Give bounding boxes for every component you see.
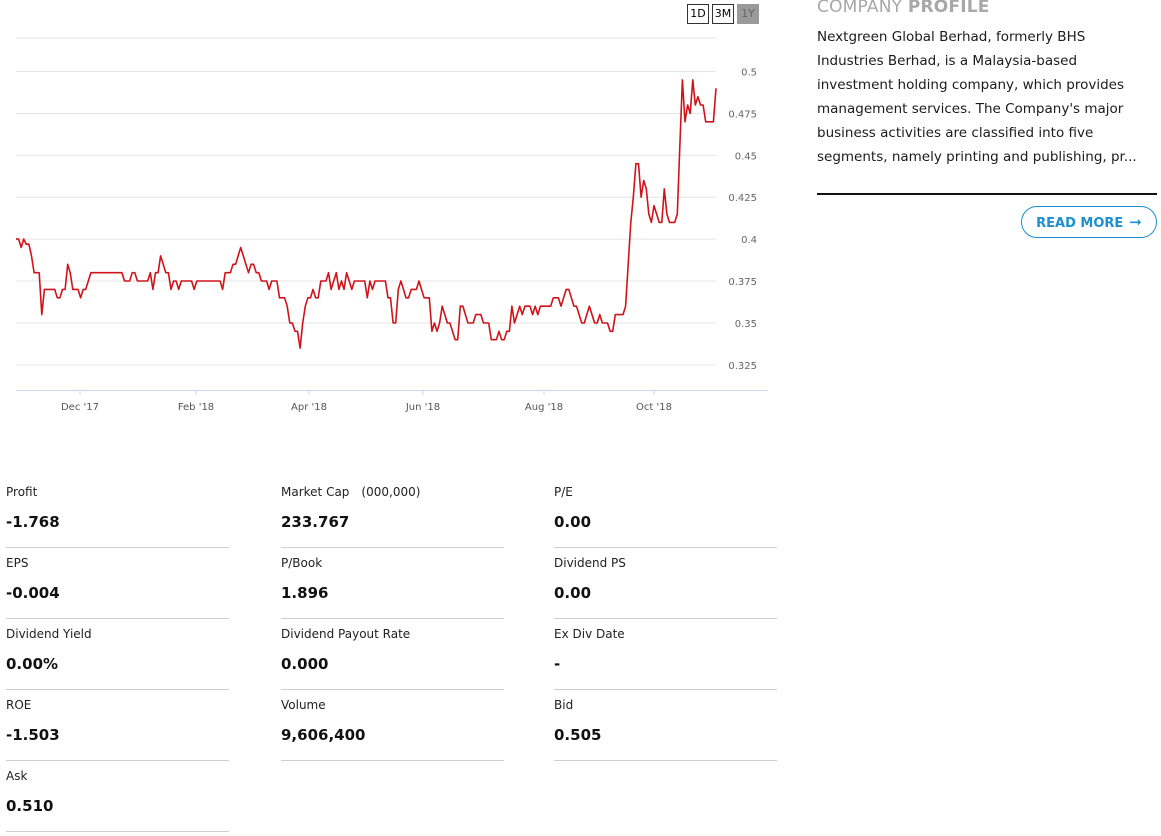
x-tick-label: Jun '18	[405, 402, 440, 413]
price-line	[16, 79, 717, 349]
profile-title-light: COMPANY	[817, 0, 903, 17]
x-tick-label: Apr '18	[291, 402, 327, 413]
stat-label: ROE	[6, 698, 32, 712]
stat-label-text: Market Cap	[281, 485, 350, 499]
divider	[281, 689, 504, 690]
divider	[6, 831, 229, 832]
stat-value: 233.767	[281, 513, 350, 531]
stat-eps: EPS -0.004	[6, 551, 229, 622]
divider	[6, 547, 229, 548]
y-axis-ticks: 0.325 0.35 0.375 0.4 0.425 0.45 0.475 0.5	[728, 68, 757, 372]
stat-unit: (000,000)	[361, 485, 421, 499]
stat-label: P/E	[554, 485, 573, 499]
stat-ask: Ask 0.510	[6, 764, 229, 835]
stat-value: -	[554, 655, 561, 673]
stat-label: Ex Div Date	[554, 627, 625, 641]
stat-pe: P/E 0.00	[554, 480, 777, 551]
stat-value: 0.00%	[6, 655, 59, 673]
stat-label: P/Book	[281, 556, 323, 570]
divider	[281, 547, 504, 548]
x-tick-label: Dec '17	[61, 402, 99, 413]
price-series	[16, 79, 717, 349]
stat-value: 0.510	[6, 797, 54, 815]
stat-label: Market Cap (000,000)	[281, 485, 420, 499]
stat-label: Dividend Yield	[6, 627, 92, 641]
range-selector: 1D 3M 1Y	[687, 4, 759, 24]
stat-value: 0.505	[554, 726, 602, 744]
x-tick-label: Oct '18	[636, 402, 672, 413]
range-1y-button[interactable]: 1Y	[737, 4, 759, 24]
stat-market-cap: Market Cap (000,000) 233.767	[281, 480, 504, 551]
stat-value: 0.000	[281, 655, 329, 673]
stat-label: EPS	[6, 556, 29, 570]
stat-dividend-ps: Dividend PS 0.00	[554, 551, 777, 622]
divider	[554, 618, 777, 619]
divider	[554, 689, 777, 690]
arrow-right-icon: ➞	[1129, 213, 1142, 231]
stat-label: Ask	[6, 769, 28, 783]
stat-value: 1.896	[281, 584, 329, 602]
divider	[281, 618, 504, 619]
y-tick-label: 0.375	[728, 277, 757, 288]
stat-label: Dividend Payout Rate	[281, 627, 411, 641]
stat-dividend-yield: Dividend Yield 0.00%	[6, 622, 229, 693]
stat-p-book: P/Book 1.896	[281, 551, 504, 622]
divider	[281, 760, 504, 761]
divider	[6, 760, 229, 761]
stat-dividend-payout-rate: Dividend Payout Rate 0.000	[281, 622, 504, 693]
profile-title: COMPANY PROFILE	[817, 0, 1157, 17]
stat-value: -0.004	[6, 584, 60, 602]
stat-bid: Bid 0.505	[554, 693, 777, 764]
x-axis-ticks: Dec '17 Feb '18 Apr '18 Jun '18 Aug '18 Oct '…	[61, 390, 672, 413]
stat-volume: Volume 9,606,400	[281, 693, 504, 764]
stat-label: Volume	[281, 698, 326, 712]
range-1d-button[interactable]: 1D	[687, 4, 709, 24]
stat-value: -1.503	[6, 726, 60, 744]
y-tick-label: 0.45	[735, 151, 757, 162]
stat-value: 9,606,400	[281, 726, 366, 744]
divider	[554, 547, 777, 548]
stat-ex-div-date: Ex Div Date -	[554, 622, 777, 693]
range-3m-button[interactable]: 3M	[712, 4, 734, 24]
y-tick-label: 0.4	[741, 235, 757, 246]
stat-profit: Profit -1.768	[6, 480, 229, 551]
profile-description: Nextgreen Global Berhad, formerly BHS In…	[817, 29, 1137, 165]
stat-value: 0.00	[554, 513, 592, 531]
divider	[6, 689, 229, 690]
x-tick-label: Aug '18	[525, 402, 563, 413]
company-profile: COMPANY PROFILE Nextgreen Global Berhad,…	[817, 0, 1157, 238]
y-tick-label: 0.425	[728, 193, 757, 204]
y-tick-label: 0.5	[741, 68, 757, 79]
y-tick-label: 0.475	[728, 109, 757, 120]
read-more-label: READ MORE	[1036, 216, 1124, 231]
x-tick-label: Feb '18	[178, 402, 214, 413]
stat-roe: ROE -1.503	[6, 693, 229, 764]
stat-value: 0.00	[554, 584, 592, 602]
price-chart: 0.325 0.35 0.375 0.4 0.425 0.45 0.475 0.5 Dec '…	[16, 37, 768, 413]
stat-label: Profit	[6, 485, 38, 499]
y-tick-label: 0.325	[728, 361, 757, 372]
y-tick-label: 0.35	[735, 319, 757, 330]
stat-value: -1.768	[6, 513, 60, 531]
stat-label: Bid	[554, 698, 574, 712]
divider	[554, 760, 777, 761]
divider	[6, 618, 229, 619]
read-more-button[interactable]: READ MORE ➞	[1021, 206, 1157, 238]
chart-grid	[16, 37, 768, 391]
profile-divider	[817, 193, 1157, 195]
stat-label: Dividend PS	[554, 556, 626, 570]
profile-title-bold: PROFILE	[907, 0, 990, 17]
